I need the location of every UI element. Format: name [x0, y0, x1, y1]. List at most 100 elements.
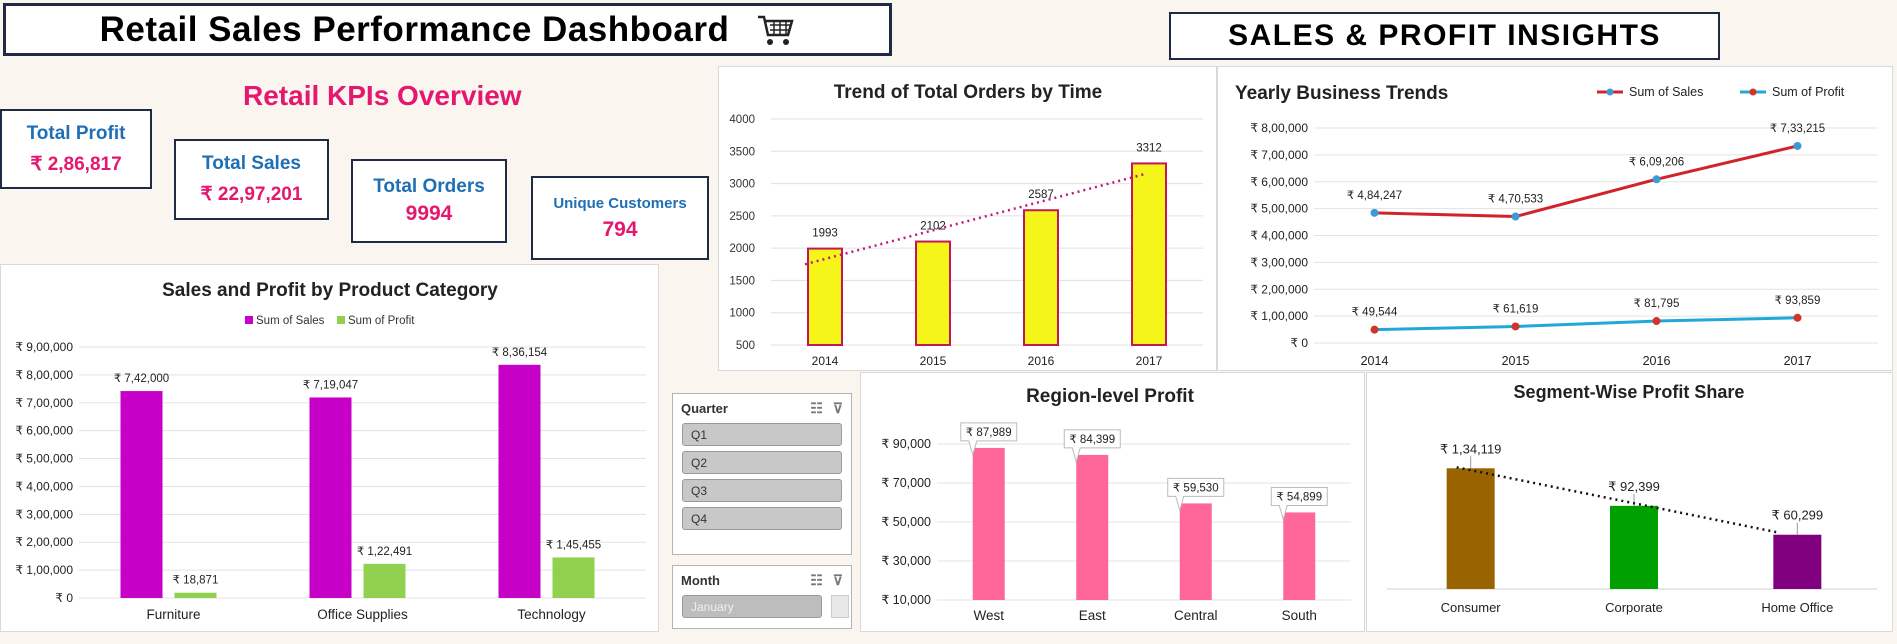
y-tick-label: ₹ 0: [1290, 336, 1308, 350]
chart-title: Region-level Profit: [1026, 386, 1195, 407]
x-tick-label: 2017: [1784, 354, 1812, 368]
chart-title: Segment-Wise Profit Share: [1514, 382, 1745, 402]
bar: [972, 447, 1005, 600]
trendline: [1456, 466, 1780, 534]
y-tick-label: 1500: [729, 275, 755, 287]
y-tick-label: ₹ 7,00,000: [15, 396, 73, 410]
chart-title: Yearly Business Trends: [1235, 83, 1448, 104]
data-label: ₹ 18,871: [173, 575, 219, 587]
data-label: ₹ 93,859: [1775, 295, 1821, 307]
kpi-total-sales-label: Total Sales: [202, 153, 301, 174]
y-tick-label: ₹ 1,00,000: [15, 563, 73, 577]
clear-filter-icon[interactable]: ⊽: [832, 572, 843, 588]
data-label: ₹ 87,989: [966, 427, 1012, 439]
x-tick-label: Furniture: [146, 607, 200, 622]
month-item-january[interactable]: January: [682, 595, 822, 618]
data-label: ₹ 59,530: [1173, 482, 1219, 494]
data-label: ₹ 7,19,047: [303, 379, 358, 391]
series-line: [1374, 316, 1798, 332]
data-label: ₹ 7,42,000: [114, 373, 169, 385]
kpi-total-orders: Total Orders 9994: [351, 159, 507, 243]
yearly-chart-panel: Yearly Business Trends Sum of Sales Sum of…: [1217, 66, 1893, 371]
multi-select-icon[interactable]: ☷: [810, 572, 823, 588]
quarter-item-q4[interactable]: Q4: [682, 507, 842, 530]
x-tick-label: Technology: [517, 607, 586, 622]
data-point: [1511, 322, 1520, 331]
y-tick-label: 3500: [729, 146, 755, 158]
data-point: [1652, 175, 1661, 184]
chart-title: Sales and Profit by Product Category: [162, 280, 498, 301]
y-tick-label: 2500: [729, 211, 755, 223]
data-label: ₹ 60,299: [1772, 508, 1824, 523]
y-tick-label: ₹ 70,000: [881, 476, 931, 490]
kpi-total-profit: Total Profit ₹ 2,86,817: [0, 109, 152, 189]
orders-chart-panel: Trend of Total Orders by Time 500 1000 1500…: [718, 66, 1217, 371]
quarter-item-q2[interactable]: Q2: [682, 451, 842, 474]
bar: [1773, 534, 1822, 589]
category-chart-panel: Sales and Profit by Product Category Sum …: [0, 264, 659, 632]
data-callout: [960, 422, 1018, 457]
clear-filter-icon[interactable]: ⊽: [832, 400, 843, 416]
bar: [807, 247, 843, 347]
bar: [498, 364, 541, 598]
y-tick-label: 500: [736, 340, 755, 352]
slicer-scrollbar[interactable]: [831, 595, 849, 618]
bar: [1283, 512, 1316, 600]
kpi-unique-customers-label: Unique Customers: [553, 194, 687, 212]
y-tick-label: ₹ 0: [55, 591, 73, 605]
kpi-heading: Retail KPIs Overview: [243, 80, 522, 111]
y-tick-label: 4000: [729, 114, 755, 126]
quarter-item-q1[interactable]: Q1: [682, 423, 842, 446]
quarter-slicer[interactable]: Quarter ☷ ⊽ Q1 Q2 Q3 Q4: [672, 393, 852, 555]
dashboard-title-box: Retail Sales Performance Dashboard: [3, 3, 892, 56]
data-point: [1370, 325, 1379, 334]
quarter-item-q3[interactable]: Q3: [682, 479, 842, 502]
quarter-slicer-title: Quarter: [681, 401, 728, 416]
bar: [915, 240, 951, 346]
x-tick-label: 2015: [1502, 354, 1530, 368]
x-tick-label: 2014: [1361, 354, 1389, 368]
bar: [120, 391, 163, 598]
data-point: [1370, 208, 1379, 217]
y-tick-label: ₹ 6,00,000: [1250, 175, 1308, 189]
legend-label: Sum of Profit: [348, 315, 415, 327]
y-tick-label: ₹ 3,00,000: [1250, 255, 1308, 269]
month-slicer[interactable]: Month ☷ ⊽ January: [672, 565, 852, 629]
data-callout: [1167, 477, 1225, 513]
data-label: ₹ 7,33,215: [1770, 123, 1825, 135]
x-tick-label: West: [973, 608, 1004, 623]
shopping-cart-icon: [757, 13, 795, 47]
legend-marker: [1606, 88, 1614, 96]
region-chart-panel: Region-level Profit ₹ 10,000 ₹ 30,000 ₹ 50,…: [860, 372, 1365, 632]
y-tick-label: ₹ 4,00,000: [1250, 229, 1308, 243]
x-tick-label: Corporate: [1605, 600, 1663, 615]
y-tick-label: ₹ 5,00,000: [15, 452, 73, 466]
data-label: ₹ 61,619: [1493, 303, 1539, 315]
data-label: 2587: [1028, 189, 1054, 201]
legend-label: Sum of Sales: [1629, 85, 1703, 99]
data-label: ₹ 49,544: [1352, 307, 1398, 319]
yearly-chart: Yearly Business Trends Sum of Sales Sum of…: [1235, 83, 1878, 368]
chart-title: Trend of Total Orders by Time: [834, 82, 1103, 103]
multi-select-icon[interactable]: ☷: [810, 400, 823, 416]
data-label: ₹ 84,399: [1069, 434, 1115, 446]
kpi-unique-customers: Unique Customers 794: [531, 176, 709, 260]
series-line: [1374, 144, 1798, 219]
x-tick-label: 2016: [1643, 354, 1671, 368]
y-tick-label: ₹ 2,00,000: [15, 535, 73, 549]
data-label: ₹ 8,36,154: [492, 347, 548, 359]
y-tick-label: 2000: [729, 243, 755, 255]
data-point: [1793, 141, 1802, 150]
data-label: 3312: [1136, 142, 1162, 154]
orders-chart: Trend of Total Orders by Time 500 1000 1500…: [729, 82, 1203, 368]
y-tick-label: ₹ 7,00,000: [1250, 148, 1308, 162]
kpi-total-profit-label: Total Profit: [26, 122, 126, 144]
x-tick-label: Central: [1174, 608, 1218, 623]
bar: [552, 557, 595, 598]
bar: [1610, 505, 1658, 589]
x-tick-label: Office Supplies: [317, 607, 408, 622]
kpi-total-orders-label: Total Orders: [373, 176, 485, 197]
y-tick-label: ₹ 30,000: [881, 554, 931, 568]
data-point: [1511, 212, 1520, 221]
legend-marker: [1749, 88, 1757, 96]
